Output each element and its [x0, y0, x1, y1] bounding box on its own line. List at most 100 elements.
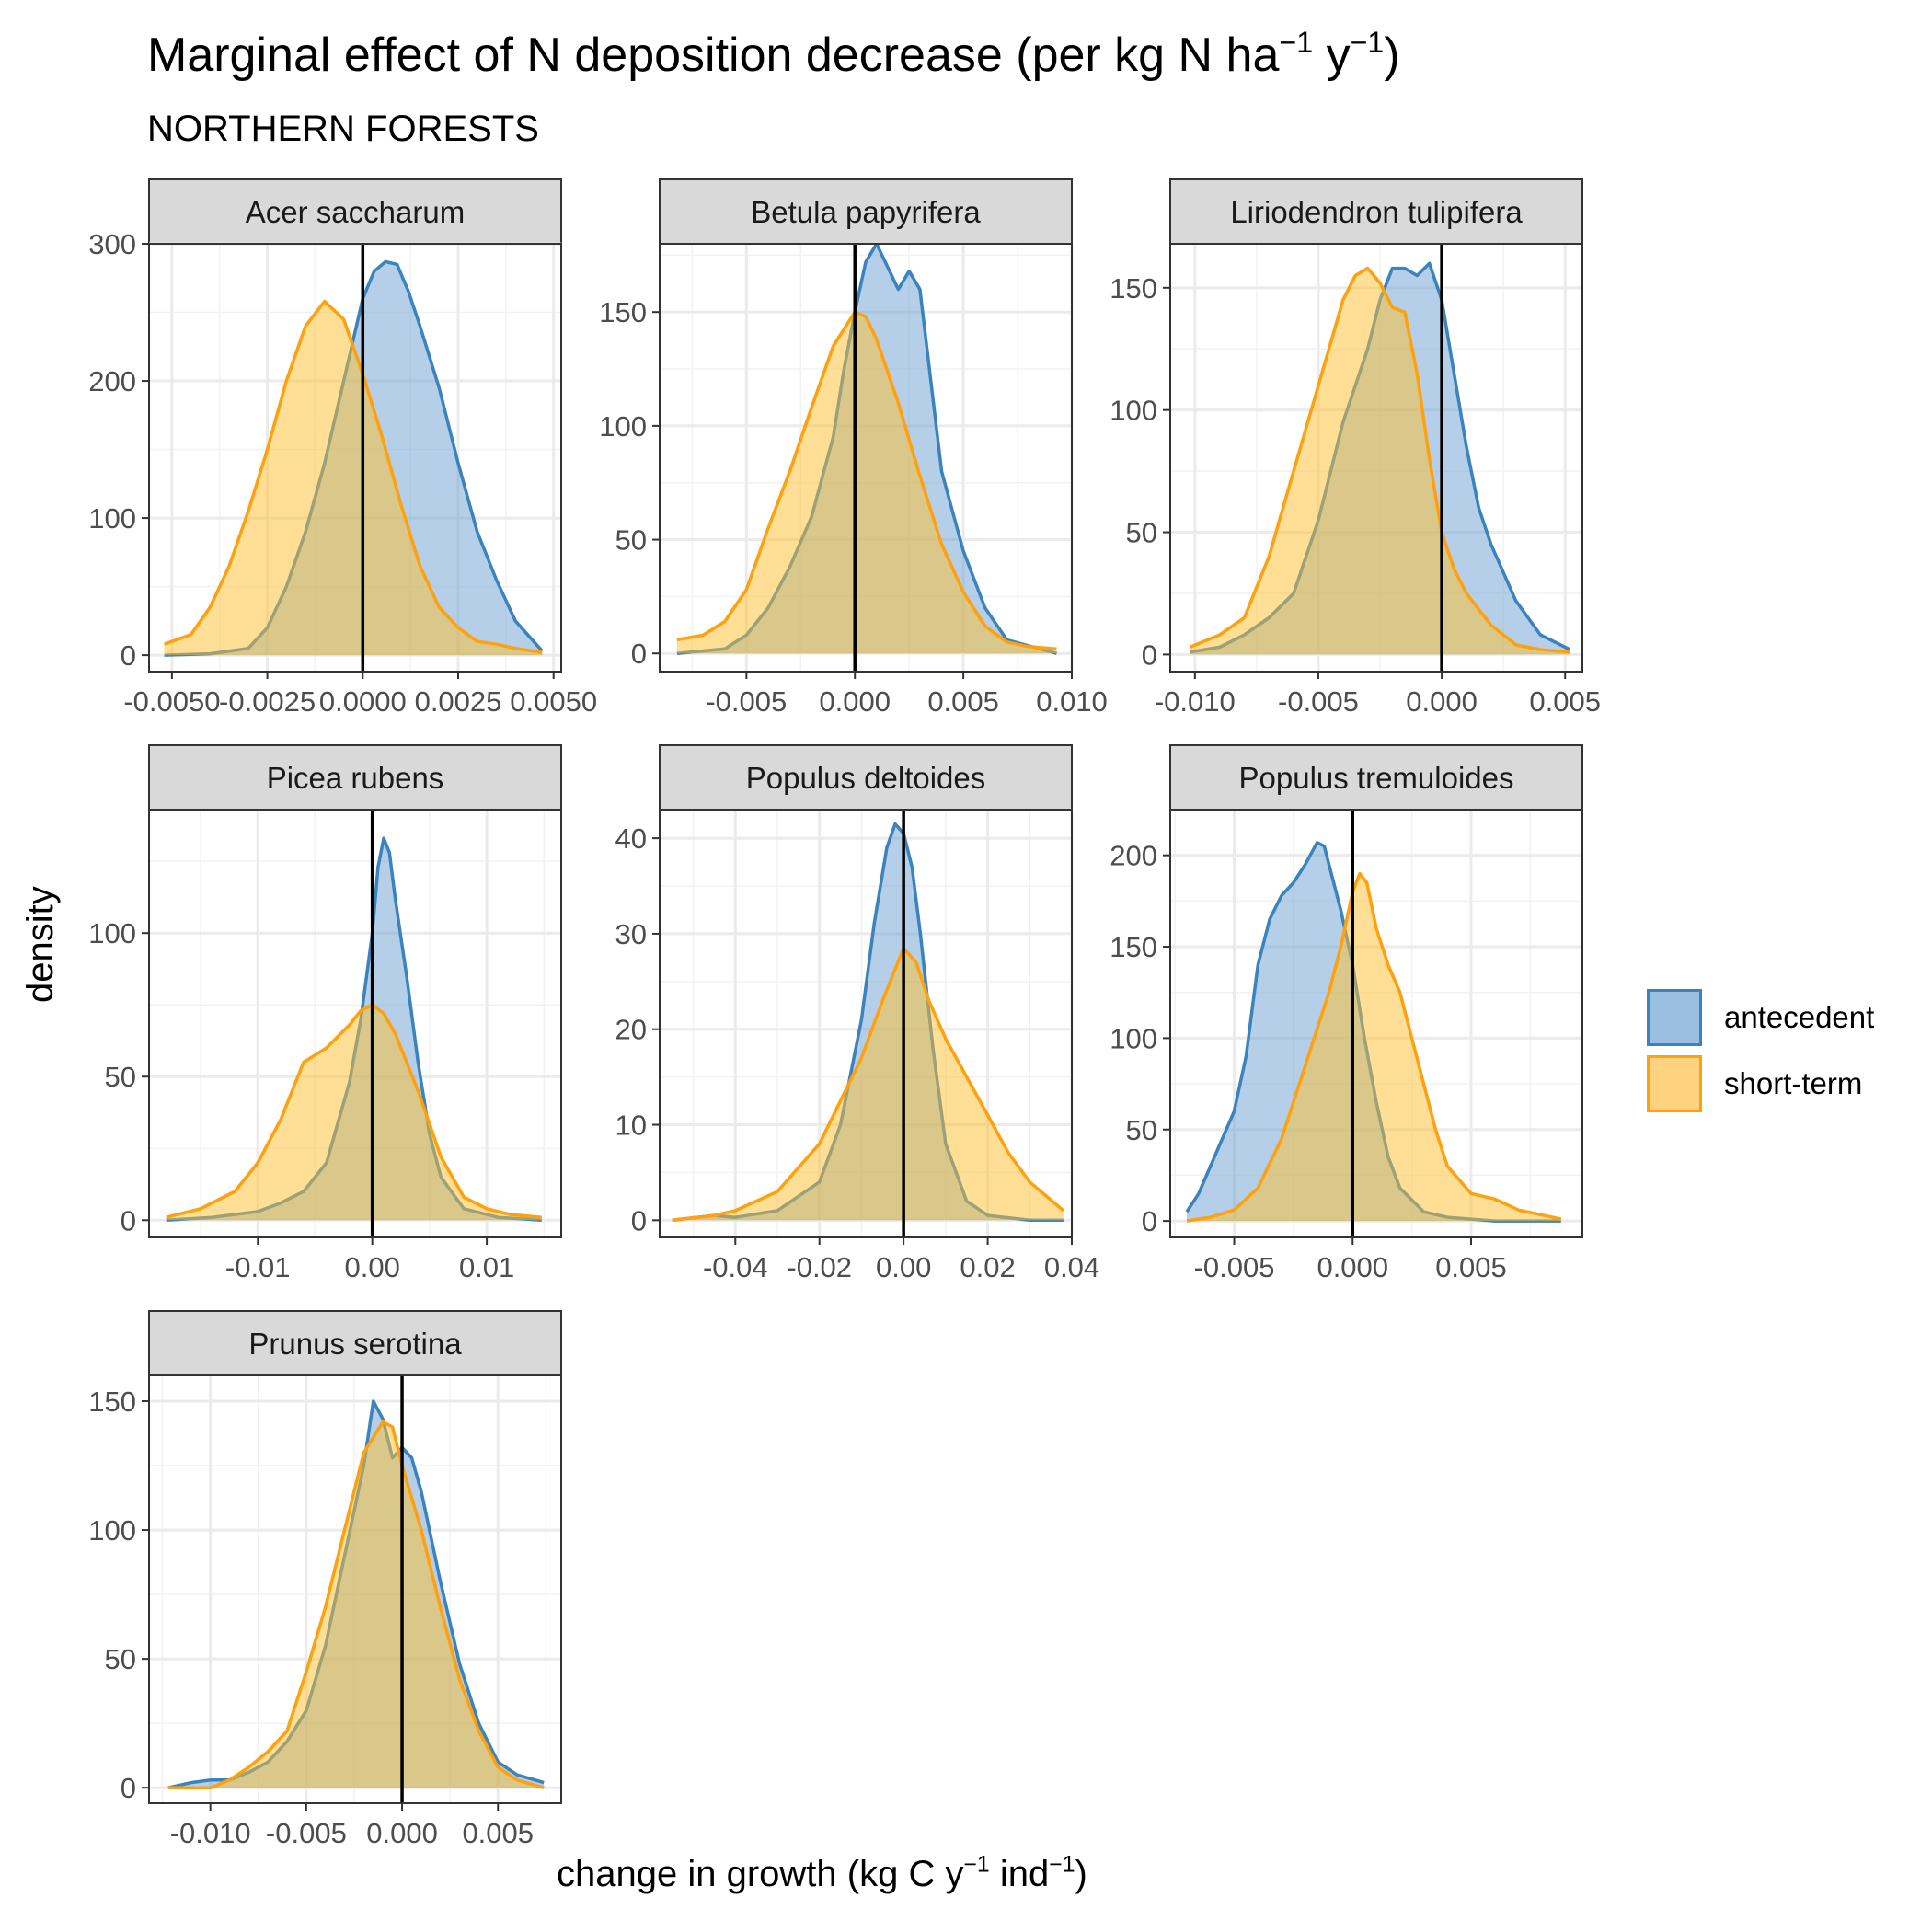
- density-line-short-term: [166, 1003, 542, 1219]
- legend-label-short-term: short-term: [1724, 1066, 1863, 1100]
- density-area-short-term: [1187, 873, 1561, 1222]
- panel-liriodendron-tulipifera: Liriodendron tulipifera 0 50 100 150 -0.010 -0…: [1110, 178, 1601, 718]
- x-tick-label: -0.0050: [123, 685, 220, 718]
- x-tick-label: 0.0025: [415, 685, 502, 718]
- y-tick-label: 200: [1110, 840, 1157, 872]
- x-axis-label-text: ): [1075, 1854, 1087, 1894]
- y-tick-label: 50: [1126, 517, 1157, 549]
- facet-strip-label: Prunus serotina: [248, 1327, 462, 1361]
- density-area-short-term: [166, 1005, 542, 1221]
- facet-strip-label: Acer saccharum: [246, 195, 465, 229]
- density-layer: [1189, 261, 1571, 655]
- density-area-short-term: [164, 301, 543, 656]
- density-line-short-term: [1189, 266, 1570, 654]
- facet-strip: [659, 178, 1073, 245]
- panel-border: [659, 243, 1073, 673]
- facet-strip-label: Picea rubens: [267, 761, 444, 795]
- panel-border: [1169, 243, 1583, 673]
- title-text: Marginal effect of N deposition decrease…: [147, 29, 1280, 82]
- facet-strip-label: Liriodendron tulipifera: [1230, 195, 1523, 229]
- x-tick-label: -0.010: [1155, 685, 1236, 718]
- x-tick-label: 0.04: [1044, 1251, 1099, 1283]
- x-tick-label: 0.005: [927, 685, 999, 718]
- y-tick-label: 0: [1142, 638, 1157, 671]
- y-tick-label: 200: [88, 365, 136, 397]
- x-axis-label: change in growth (kg C y−1 ind−1): [557, 1854, 1087, 1895]
- x-tick-label: -0.005: [706, 685, 787, 718]
- y-tick-label: 50: [105, 1061, 136, 1093]
- x-tick-label: -0.0025: [219, 685, 316, 718]
- x-axis-label-text: ind: [989, 1854, 1050, 1894]
- panel-populus-tremuloides: Populus tremuloides 0 50 100 150 200 -0.005 0.0…: [1110, 744, 1583, 1283]
- x-tick-label: -0.005: [1278, 685, 1359, 718]
- y-tick-label: 150: [1110, 272, 1157, 305]
- legend-key-short-term: [1647, 1055, 1702, 1112]
- facet-strip: [148, 744, 562, 811]
- x-tick-label: -0.005: [1194, 1251, 1275, 1283]
- legend-key-antecedent: [1647, 989, 1702, 1046]
- y-tick-label: 300: [88, 228, 136, 260]
- y-tick-label: 30: [615, 918, 647, 950]
- density-layer: [672, 822, 1065, 1223]
- y-tick-label: 10: [615, 1110, 647, 1142]
- y-tick-label: 100: [88, 1514, 136, 1547]
- title-text: y: [1313, 29, 1351, 82]
- facet-strip-label: Populus tremuloides: [1239, 761, 1514, 795]
- y-tick-label: 150: [88, 1386, 136, 1418]
- y-tick-label: 0: [121, 1204, 136, 1236]
- x-tick-label: -0.02: [787, 1251, 852, 1283]
- x-axis-label-exponent: −1: [963, 1852, 990, 1878]
- panel-border: [148, 1374, 562, 1804]
- x-tick-label: 0.010: [1036, 685, 1108, 718]
- title-text: ): [1384, 29, 1400, 82]
- density-line-short-term: [164, 299, 543, 654]
- y-tick-label: 50: [1126, 1114, 1157, 1146]
- density-area-short-term: [167, 1421, 545, 1788]
- density-layer: [166, 836, 542, 1223]
- x-tick-label: 0.000: [1317, 1251, 1388, 1283]
- facet-strip: [1169, 744, 1583, 811]
- y-tick-label: 100: [1110, 1022, 1157, 1054]
- x-tick-label: 0.0000: [319, 685, 407, 718]
- panel-picea-rubens: Picea rubens 0 50 100 -0.01 0.00 0.01: [88, 744, 562, 1283]
- panel-prunus-serotina: Prunus serotina 0 50 100 150 -0.010 -0.005 0.00…: [88, 1310, 562, 1849]
- density-layer: [676, 244, 1057, 655]
- x-tick-label: 0.005: [462, 1817, 534, 1849]
- x-tick-label: -0.04: [703, 1251, 768, 1283]
- x-tick-label: 0.000: [1406, 685, 1478, 718]
- y-tick-label: 20: [615, 1014, 647, 1046]
- y-tick-label: 100: [88, 917, 136, 949]
- title-exponent: −1: [1279, 26, 1314, 60]
- panel-border: [1169, 809, 1583, 1238]
- panel-betula-papyrifera: Betula papyrifera 0 50 100 150 -0.005 0.000 0.0…: [599, 178, 1108, 718]
- density-area-short-term: [672, 948, 1064, 1221]
- density-layer: [167, 1399, 545, 1789]
- x-tick-label: -0.005: [266, 1817, 347, 1849]
- y-axis-label: density: [20, 886, 61, 1003]
- legend-label-antecedent: antecedent: [1724, 1000, 1875, 1034]
- density-area-short-term: [676, 312, 1057, 654]
- y-tick-label: 0: [121, 1772, 136, 1804]
- panel-border: [659, 809, 1073, 1238]
- legend-item-antecedent: antecedent: [1647, 984, 1874, 1051]
- plot-subtitle: NORTHERN FORESTS: [147, 109, 539, 149]
- density-layer: [164, 259, 544, 657]
- y-tick-label: 150: [1110, 931, 1157, 963]
- y-tick-label: 100: [1110, 395, 1157, 427]
- density-line-short-term: [167, 1420, 545, 1789]
- panel-border: [148, 243, 562, 673]
- legend: antecedent short-term: [1647, 984, 1874, 1117]
- x-tick-label: 0.02: [960, 1251, 1015, 1283]
- plot-title: Marginal effect of N deposition decrease…: [147, 28, 1400, 83]
- title-exponent: −1: [1350, 26, 1385, 60]
- x-tick-label: 0.000: [819, 685, 891, 718]
- facet-strip: [1169, 178, 1583, 245]
- facet-strip: [659, 744, 1073, 811]
- y-tick-label: 0: [121, 639, 136, 672]
- panel-populus-deltoides: Populus deltoides 0 10 20 30 40 -0.04 -0.02 0.00…: [615, 744, 1099, 1283]
- x-tick-label: 0.000: [366, 1817, 438, 1849]
- y-tick-label: 0: [631, 1204, 647, 1236]
- x-tick-label: -0.010: [170, 1817, 251, 1849]
